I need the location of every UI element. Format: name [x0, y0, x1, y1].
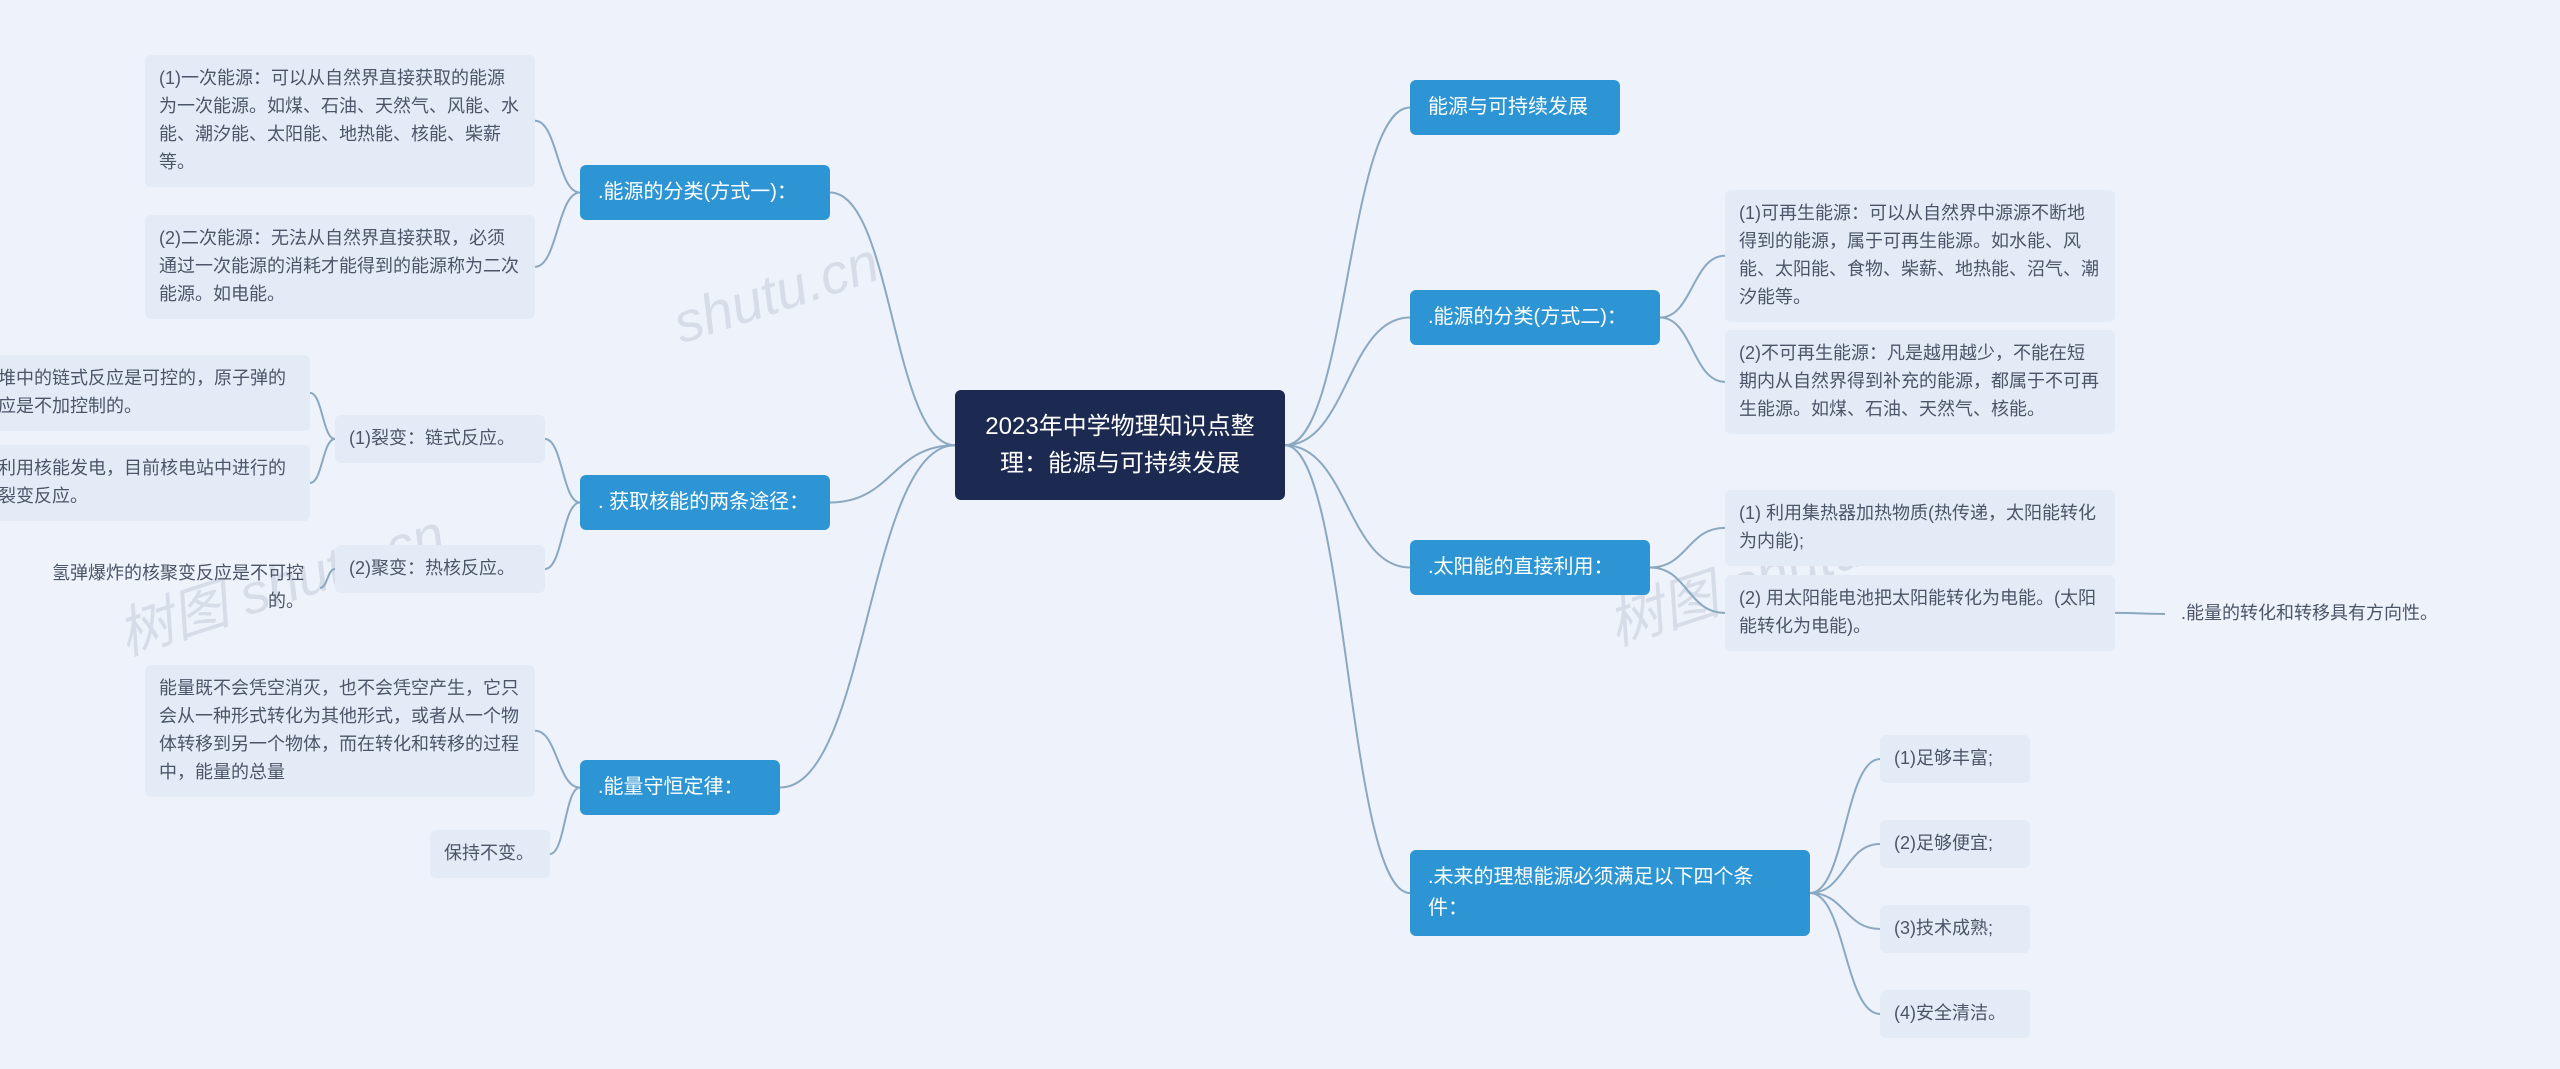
leaf-l1-1: (1)一次能源：可以从自然界直接获取的能源为一次能源。如煤、石油、天然气、风能、…: [145, 55, 535, 187]
leaf-l3-1: 能量既不会凭空消灭，也不会凭空产生，它只会从一种形式转化为其他形式，或者从一个物…: [145, 665, 535, 797]
branch-r1: 能源与可持续发展: [1410, 80, 1620, 135]
leaf-r2-2: (2)不可再生能源：凡是越用越少，不能在短期内从自然界得到补充的能源，都属于不可…: [1725, 330, 2115, 434]
leaf-l2-sub1: (1)裂变：链式反应。: [335, 415, 545, 463]
root-line1: 2023年中学物理知识点整: [975, 408, 1265, 445]
leaf-r4-1: (1)足够丰富;: [1880, 735, 2030, 783]
leaf-l1-2: (2)二次能源：无法从自然界直接获取，必须通过一次能源的消耗才能得到的能源称为二…: [145, 215, 535, 319]
branch-r4: .未来的理想能源必须满足以下四个条件：: [1410, 850, 1810, 936]
leaf-l2-sub1-2: 核电站利用核能发电，目前核电站中进行的都是核裂变反应。: [0, 445, 310, 521]
root-node: 2023年中学物理知识点整 理：能源与可持续发展: [955, 390, 1285, 500]
root-line2: 理：能源与可持续发展: [975, 445, 1265, 482]
leaf-l3-2: 保持不变。: [430, 830, 550, 878]
leaf-r4-2: (2)足够便宜;: [1880, 820, 2030, 868]
leaf-l2-sub2-1: 氢弹爆炸的核聚变反应是不可控的。: [10, 550, 320, 626]
leaf-r4-4: (4)安全清洁。: [1880, 990, 2030, 1038]
branch-l1: .能源的分类(方式一)：: [580, 165, 830, 220]
branch-r2: .能源的分类(方式二)：: [1410, 290, 1660, 345]
leaf-r3-1: (1) 利用集热器加热物质(热传递，太阳能转化为内能);: [1725, 490, 2115, 566]
leaf-r2-1: (1)可再生能源：可以从自然界中源源不断地得到的能源，属于可再生能源。如水能、风…: [1725, 190, 2115, 322]
leaf-l2-sub1-1: 核反应堆中的链式反应是可控的，原子弹的链式反应是不加控制的。: [0, 355, 310, 431]
branch-l2: . 获取核能的两条途径：: [580, 475, 830, 530]
branch-l3: .能量守恒定律：: [580, 760, 780, 815]
branch-r3: .太阳能的直接利用：: [1410, 540, 1650, 595]
leaf-r3-2-sub: .能量的转化和转移具有方向性。: [2165, 590, 2485, 638]
leaf-r4-3: (3)技术成熟;: [1880, 905, 2030, 953]
leaf-r3-2: (2) 用太阳能电池把太阳能转化为电能。(太阳能转化为电能)。: [1725, 575, 2115, 651]
leaf-l2-sub2: (2)聚变：热核反应。: [335, 545, 545, 593]
